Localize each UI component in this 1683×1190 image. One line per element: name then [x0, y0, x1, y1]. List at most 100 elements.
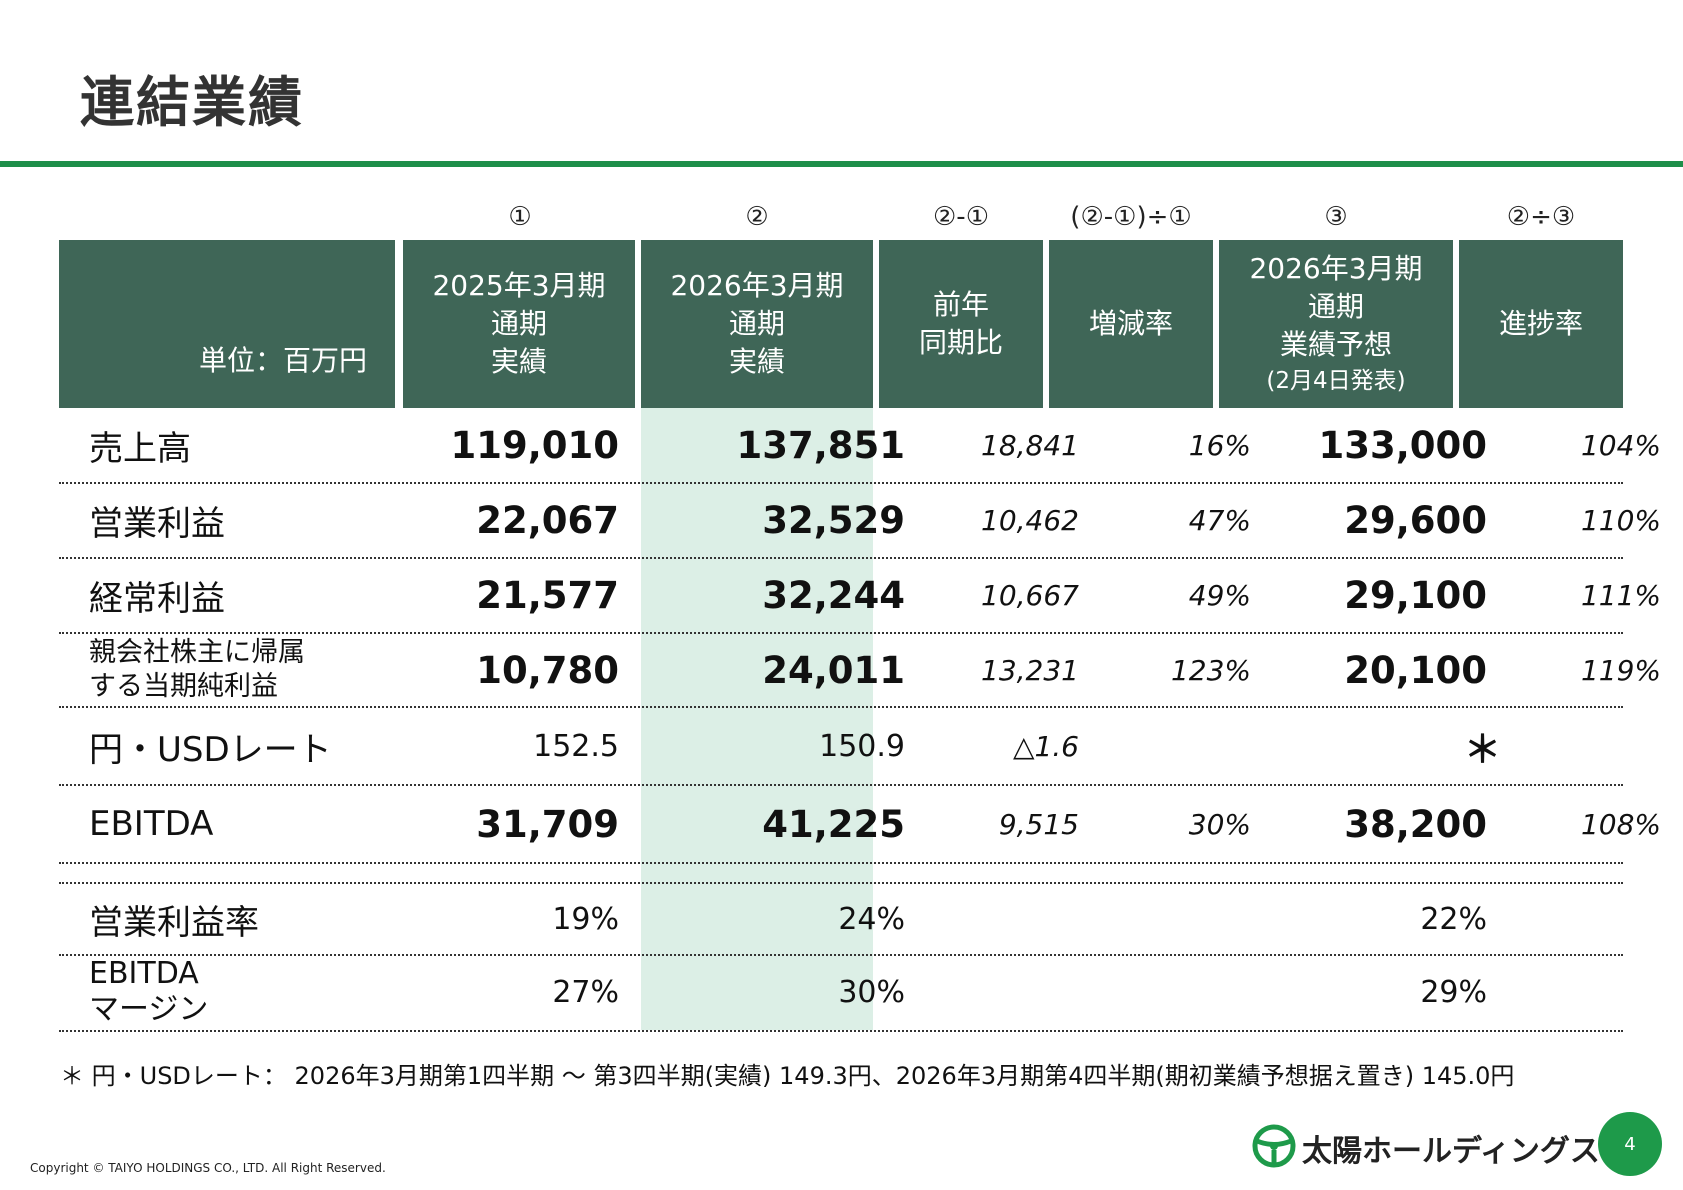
row-label: 営業利益 — [89, 504, 225, 544]
header-unit: 単位：百万円 — [59, 240, 395, 408]
colref-5: ③ — [1324, 202, 1348, 232]
table-row: 営業利益率 19% 24% 22% — [59, 882, 1623, 956]
cell-fy2025: 119,010 — [450, 423, 619, 467]
cell-change — [1069, 708, 1251, 784]
cell-yoy: △1.6 — [1012, 729, 1079, 763]
table-row: 売上高 119,010 137,851 18,841 16% 133,000 1… — [59, 408, 1661, 484]
page-title: 連結業績 — [80, 71, 304, 134]
header-line: 増減率 — [1088, 307, 1173, 340]
table-row: 円・USDレート 152.5 150.9 △1.6 ＊ — [59, 708, 1623, 786]
table-row: 親会社株主に帰属 する当期純利益 10,780 24,011 13,231 123… — [59, 634, 1661, 708]
header-line: 同期比 — [918, 326, 1003, 359]
row-label: 売上高 — [89, 428, 191, 469]
copyright: Copyright © TAIYO HOLDINGS CO., LTD. All… — [30, 1161, 386, 1175]
cell-yoy: 13,231 — [981, 653, 1079, 687]
row-label: 円・USDレート — [89, 729, 332, 770]
cell-fy2026: 41,225 — [762, 802, 905, 846]
row-label: 親会社株主に帰属 する当期純利益 — [89, 637, 305, 702]
title-divider — [0, 161, 1683, 167]
header-line: 業績予想 — [1279, 328, 1392, 361]
cell-yoy — [879, 884, 1079, 954]
cell-fy2025: 27% — [552, 974, 619, 1010]
highlight-column-fy2026 — [641, 408, 873, 1030]
cell-progress: 110% — [1580, 504, 1661, 537]
cell-change: 30% — [1188, 807, 1251, 841]
table-row: 経常利益 21,577 32,244 10,667 49% 29,100 111… — [59, 559, 1661, 634]
wheel-icon — [1252, 1124, 1296, 1172]
cell-yoy — [879, 954, 1079, 1030]
header-line: 実績 — [728, 345, 785, 378]
cell-progress: 119% — [1580, 653, 1661, 687]
cell-yoy: 10,462 — [981, 504, 1079, 537]
header-progress: 進捗率 — [1459, 240, 1623, 408]
row-label: 経常利益 — [89, 579, 225, 619]
cell-change: 123% — [1170, 653, 1251, 687]
row-label: EBITDA マージン — [89, 956, 209, 1027]
table-row: 営業利益 22,067 32,529 10,462 47% 29,600 110… — [59, 484, 1661, 559]
header-line: 2025年3月期 — [432, 269, 606, 302]
header-change-rate: 増減率 — [1049, 240, 1213, 408]
cell-forecast: 133,000 — [1318, 423, 1487, 467]
header-line: 前年 — [932, 288, 989, 321]
cell-change — [1069, 884, 1251, 954]
cell-fy2025: 31,709 — [476, 802, 619, 846]
colref-6: ②÷③ — [1506, 202, 1576, 232]
cell-forecast: ＊ — [1464, 728, 1501, 771]
cell-fy2026: 30% — [838, 974, 905, 1010]
cell-fy2026: 137,851 — [736, 423, 905, 467]
header-line: (2月4日発表) — [1266, 368, 1406, 394]
cell-fy2025: 152.5 — [533, 728, 619, 764]
cell-forecast: 22% — [1420, 901, 1487, 937]
cell-progress — [1499, 954, 1661, 1030]
row-label: EBITDA — [89, 804, 214, 844]
header-line: 実績 — [490, 345, 547, 378]
logo-text: 太陽ホールディングス — [1302, 1134, 1600, 1169]
cell-yoy: 9,515 — [998, 807, 1079, 841]
header-line: 通期 — [1307, 290, 1364, 323]
cell-fy2026: 24% — [838, 901, 905, 937]
cell-progress: 104% — [1580, 428, 1661, 462]
cell-forecast: 20,100 — [1344, 648, 1487, 692]
cell-fy2025: 19% — [552, 901, 619, 937]
row-label: 営業利益率 — [89, 902, 259, 943]
unit-label: 単位：百万円 — [198, 344, 367, 377]
table-row: EBITDA マージン 27% 30% 29% — [59, 954, 1623, 1032]
cell-yoy: 10,667 — [981, 579, 1079, 612]
cell-forecast: 29% — [1420, 974, 1487, 1010]
cell-change: 49% — [1188, 579, 1251, 612]
header-yoy: 前年 同期比 — [879, 240, 1043, 408]
header-fy2025-actual: 2025年3月期 通期 実績 — [403, 240, 635, 408]
header-forecast: 2026年3月期 通期 業績予想 (2月4日発表) — [1219, 240, 1453, 408]
company-logo: 太陽ホールディングス — [1252, 1124, 1600, 1172]
cell-fy2026: 150.9 — [819, 728, 905, 764]
header-line: 2026年3月期 — [670, 269, 844, 302]
colref-2: ② — [745, 202, 769, 232]
footnote: ＊ 円・USDレート： 2026年3月期第1四半期 ～ 第3四半期(実績) 14… — [60, 1062, 1515, 1090]
header-line: 進捗率 — [1498, 307, 1583, 340]
cell-fy2026: 32,529 — [762, 499, 905, 542]
cell-fy2025: 21,577 — [476, 574, 619, 617]
cell-progress: 108% — [1580, 807, 1661, 841]
cell-progress — [1499, 708, 1661, 784]
cell-fy2026: 32,244 — [762, 574, 905, 617]
cell-forecast: 29,100 — [1344, 574, 1487, 617]
cell-fy2025: 10,780 — [476, 648, 619, 692]
cell-forecast: 38,200 — [1344, 802, 1487, 846]
cell-progress: 111% — [1580, 579, 1661, 612]
header-line: 通期 — [728, 307, 785, 340]
cell-change: 16% — [1188, 428, 1251, 462]
colref-4: (②-①)÷① — [1070, 202, 1192, 232]
table-row: EBITDA 31,709 41,225 9,515 30% 38,200 10… — [59, 786, 1661, 864]
header-line: 2026年3月期 — [1249, 252, 1423, 285]
cell-change: 47% — [1188, 504, 1251, 537]
cell-forecast: 29,600 — [1344, 499, 1487, 542]
header-line: 通期 — [490, 307, 547, 340]
page-number-badge: 4 — [1598, 1112, 1662, 1176]
header-fy2026-actual: 2026年3月期 通期 実績 — [641, 240, 873, 408]
cell-yoy: 18,841 — [981, 428, 1079, 462]
colref-3: ②-① — [933, 202, 989, 232]
cell-progress — [1499, 884, 1661, 954]
cell-change — [1069, 954, 1251, 1030]
cell-fy2026: 24,011 — [762, 648, 905, 692]
colref-1: ① — [508, 202, 532, 232]
